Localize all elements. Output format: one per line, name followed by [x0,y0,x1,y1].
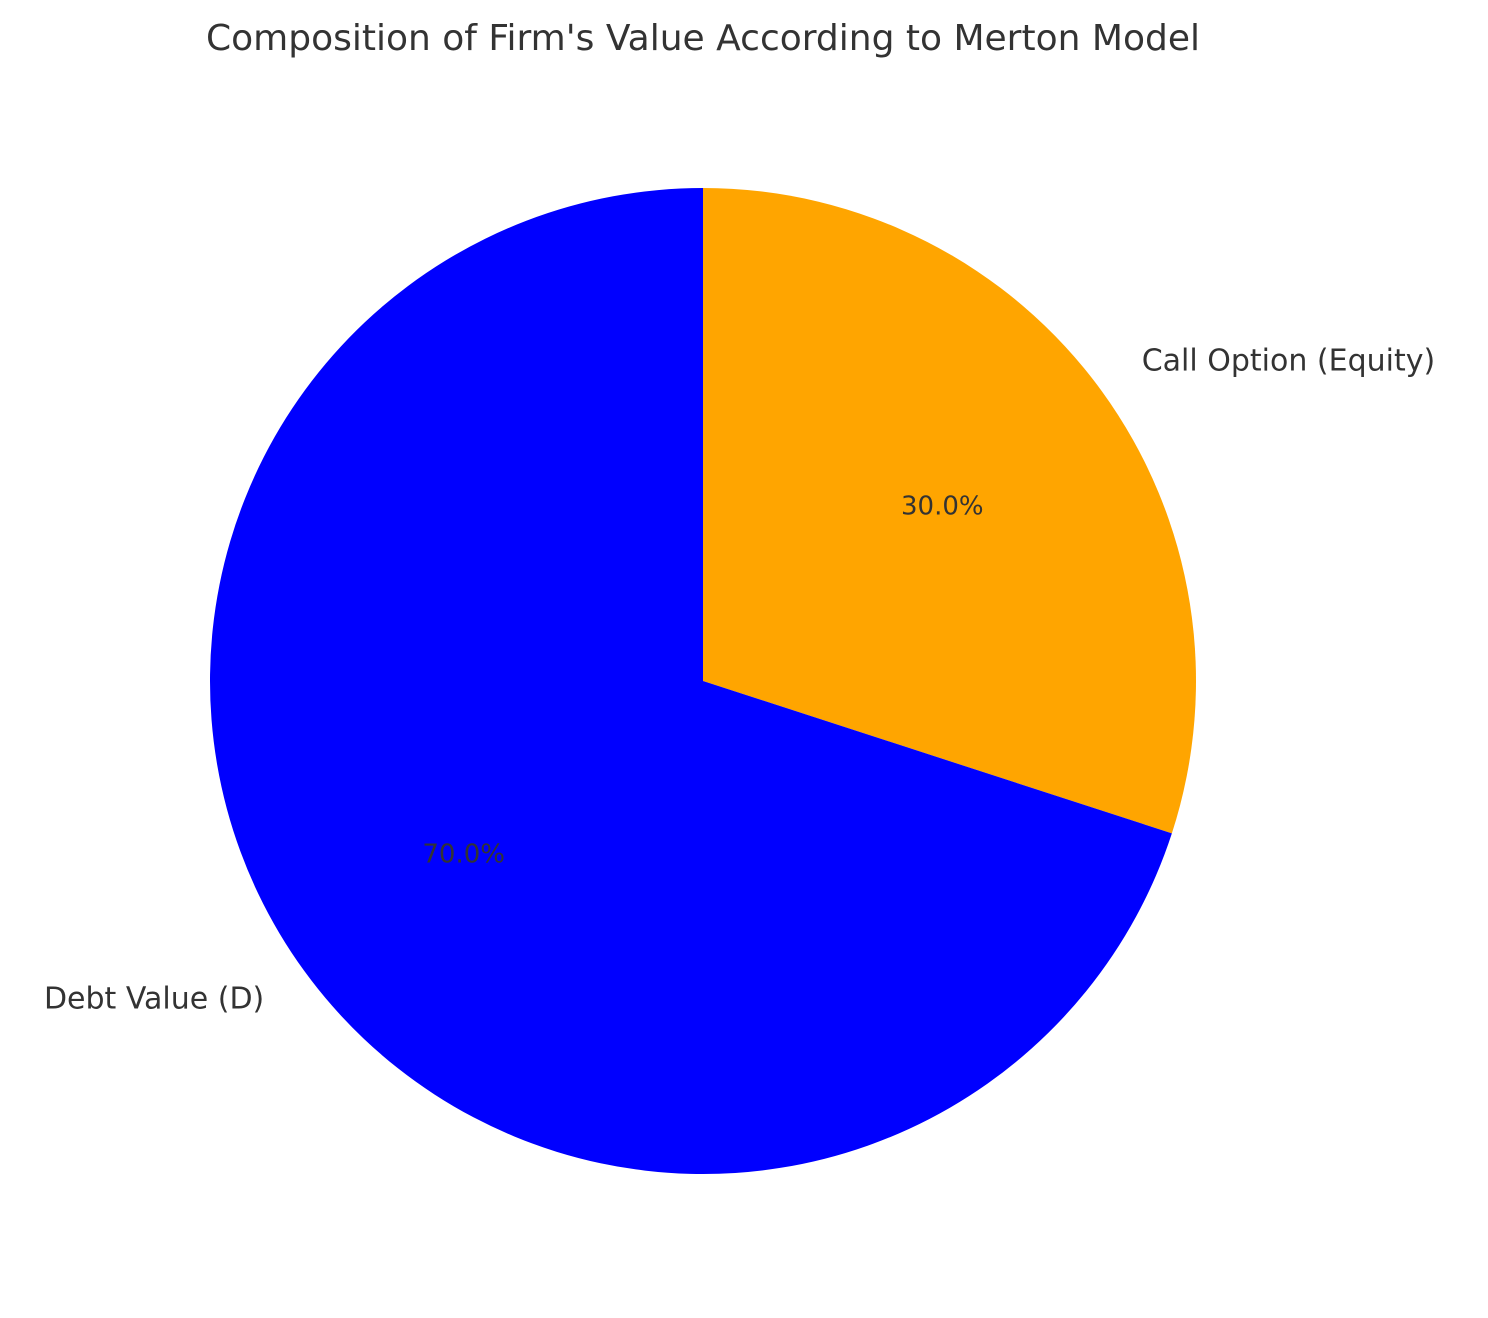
pie-labels: Call Option (Equity) 30.0% Debt Value (D) 7… [44,344,1435,1017]
slice-pct-label-0: 30.0% [901,492,984,522]
slice-label-1: Debt Value (D) [44,981,264,1016]
chart-title: Composition of Firm's Value According to… [206,18,1200,59]
pie-slice-0 [703,188,1197,834]
slice-label-0: Call Option (Equity) [1142,344,1435,379]
slice-pct-label-1: 70.0% [422,839,505,869]
pie-slice-1 [210,188,1172,1175]
pie-slices [210,188,1197,1175]
